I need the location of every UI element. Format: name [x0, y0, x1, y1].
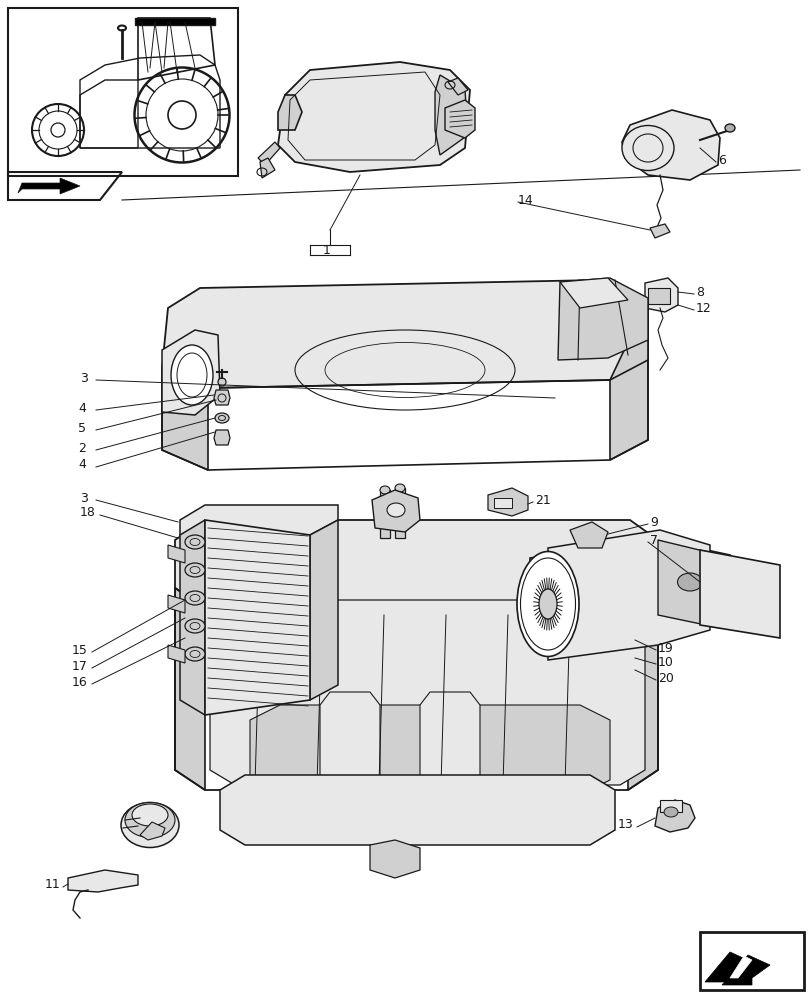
Polygon shape	[250, 705, 609, 795]
Text: 1: 1	[323, 243, 330, 256]
Polygon shape	[657, 540, 719, 628]
Text: 3: 3	[80, 371, 88, 384]
Text: 8: 8	[695, 286, 703, 298]
Text: 10: 10	[657, 656, 673, 668]
Polygon shape	[18, 178, 80, 194]
Polygon shape	[214, 430, 230, 445]
Text: 5: 5	[78, 422, 86, 434]
Bar	[493, 498, 512, 508]
Text: 12: 12	[695, 302, 711, 314]
Polygon shape	[609, 300, 647, 460]
Ellipse shape	[517, 552, 578, 656]
Polygon shape	[435, 75, 467, 155]
Polygon shape	[168, 595, 185, 613]
Polygon shape	[557, 278, 647, 360]
Polygon shape	[627, 590, 657, 790]
Text: 21: 21	[534, 493, 550, 506]
Text: 4: 4	[78, 458, 86, 472]
Ellipse shape	[380, 486, 389, 494]
Polygon shape	[370, 840, 419, 878]
Text: 20: 20	[657, 672, 673, 684]
Polygon shape	[444, 100, 474, 138]
Polygon shape	[448, 78, 467, 95]
Polygon shape	[68, 870, 138, 892]
Polygon shape	[310, 520, 337, 700]
Polygon shape	[560, 278, 627, 308]
Ellipse shape	[215, 413, 229, 423]
Polygon shape	[168, 645, 185, 663]
Polygon shape	[320, 692, 380, 793]
Ellipse shape	[185, 563, 204, 577]
Text: 14: 14	[517, 194, 533, 207]
Ellipse shape	[621, 126, 673, 171]
Polygon shape	[162, 280, 647, 388]
Ellipse shape	[185, 591, 204, 605]
Ellipse shape	[125, 802, 175, 837]
Polygon shape	[394, 488, 405, 538]
Text: 9: 9	[649, 516, 657, 528]
Polygon shape	[380, 490, 389, 538]
Text: 4: 4	[78, 401, 86, 414]
Bar	[699, 932, 803, 990]
Polygon shape	[530, 540, 729, 632]
Polygon shape	[277, 95, 302, 130]
Polygon shape	[139, 822, 165, 840]
Polygon shape	[644, 278, 677, 312]
Text: 18: 18	[80, 506, 96, 520]
Ellipse shape	[387, 503, 405, 517]
Bar	[647, 288, 669, 304]
Polygon shape	[547, 530, 709, 660]
Polygon shape	[180, 505, 337, 535]
Polygon shape	[135, 18, 215, 25]
Bar	[8, 8, 238, 176]
Polygon shape	[487, 488, 527, 516]
Ellipse shape	[676, 573, 702, 591]
Polygon shape	[175, 588, 204, 790]
Polygon shape	[162, 368, 208, 470]
Polygon shape	[210, 600, 644, 785]
Text: 13: 13	[617, 818, 633, 831]
Text: 3: 3	[80, 491, 88, 504]
Polygon shape	[649, 224, 669, 238]
Polygon shape	[371, 490, 419, 532]
Polygon shape	[419, 692, 479, 793]
Text: 19: 19	[657, 642, 673, 654]
Polygon shape	[621, 110, 719, 180]
Ellipse shape	[663, 807, 677, 817]
Ellipse shape	[185, 619, 204, 633]
Polygon shape	[214, 390, 230, 405]
Polygon shape	[180, 520, 204, 715]
Bar	[659, 800, 681, 812]
Ellipse shape	[121, 802, 178, 847]
Text: 11: 11	[45, 878, 61, 891]
Polygon shape	[162, 330, 220, 415]
Text: 7: 7	[649, 534, 657, 546]
Polygon shape	[168, 545, 185, 563]
Ellipse shape	[539, 589, 556, 619]
Polygon shape	[260, 158, 275, 178]
Polygon shape	[277, 62, 470, 172]
Polygon shape	[258, 142, 280, 165]
Ellipse shape	[394, 484, 405, 492]
Polygon shape	[654, 800, 694, 832]
Ellipse shape	[132, 804, 168, 826]
Polygon shape	[704, 952, 751, 982]
Polygon shape	[175, 520, 657, 608]
Polygon shape	[721, 955, 769, 985]
Ellipse shape	[171, 345, 212, 405]
Text: 17: 17	[72, 660, 88, 672]
Text: 16: 16	[72, 676, 88, 688]
Polygon shape	[729, 956, 751, 978]
Polygon shape	[204, 520, 310, 715]
Text: 2: 2	[78, 442, 86, 454]
Text: 6: 6	[717, 154, 725, 167]
Polygon shape	[569, 522, 607, 548]
Ellipse shape	[185, 535, 204, 549]
Text: 15: 15	[72, 644, 88, 656]
Ellipse shape	[185, 647, 204, 661]
Polygon shape	[699, 550, 779, 638]
Ellipse shape	[724, 124, 734, 132]
Ellipse shape	[217, 378, 225, 386]
Polygon shape	[220, 775, 614, 845]
